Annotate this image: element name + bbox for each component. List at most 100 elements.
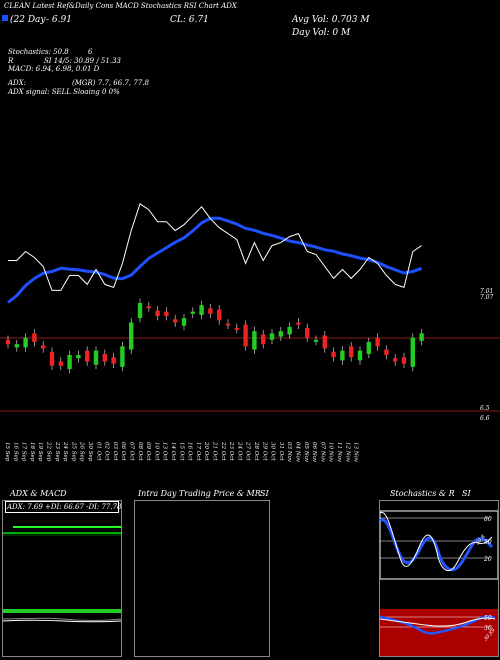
- candle-body: [357, 350, 363, 361]
- moving-average-line: [7, 216, 423, 304]
- date-label: 07 Nov: [319, 442, 325, 463]
- candle-body: [23, 337, 28, 348]
- header-ltp: - 6.91: [46, 15, 72, 25]
- rsi-level-50: 50: [484, 615, 492, 622]
- candle-body: [296, 322, 301, 325]
- candle-body: [102, 353, 107, 362]
- date-label: 16 Sep: [12, 442, 18, 462]
- date-label: 29 Oct: [261, 441, 267, 461]
- date-label: 13 Oct: [162, 442, 168, 461]
- date-label: 15 Oct: [178, 442, 184, 461]
- main-price-chart: [0, 203, 500, 412]
- header-day-vol: Day Vol: 0 M: [292, 28, 351, 38]
- price-label-2: 7.07: [480, 294, 494, 301]
- candle-body: [269, 333, 275, 340]
- candle-body: [287, 326, 292, 335]
- header-stochastics: Stochastics: 50.8: [8, 48, 69, 56]
- candle-body: [85, 350, 90, 362]
- candle-body: [243, 324, 248, 347]
- adx-macd-panel: ADX: 7.69 +DI: 66.67 -DI: 77.78: [2, 500, 122, 657]
- macd-signal-line: [3, 619, 121, 623]
- candle-body: [181, 318, 187, 326]
- candle-body: [5, 339, 11, 345]
- date-label: 20 Oct: [203, 441, 209, 461]
- date-label: 24 Sep: [62, 441, 68, 462]
- date-label: 10 Oct: [153, 442, 159, 461]
- candle-body: [375, 337, 380, 347]
- date-label: 06 Nov: [311, 442, 317, 463]
- candle-body: [331, 351, 336, 358]
- candle-body: [173, 319, 178, 323]
- candle-body: [208, 308, 213, 314]
- date-label: 08 Oct: [137, 442, 143, 461]
- blue-marker-icon: [2, 15, 8, 21]
- date-label: 11 Nov: [336, 442, 342, 463]
- candle-body: [393, 358, 398, 362]
- date-label: 21 Oct: [212, 441, 218, 461]
- candle-body: [137, 303, 143, 319]
- candle-body: [401, 357, 407, 364]
- date-label: 03 Nov: [286, 442, 292, 463]
- intraday-panel: [134, 500, 270, 657]
- date-label: 16 Oct: [187, 442, 193, 461]
- date-label: 25 Sep: [70, 441, 76, 462]
- candle-body: [410, 337, 415, 367]
- price-label-top: 7.01: [480, 288, 494, 295]
- date-label: 19 Sep: [37, 442, 43, 462]
- candle-body: [49, 351, 55, 366]
- date-label: 22 Sep: [46, 441, 52, 462]
- date-label: 23 Oct: [228, 441, 234, 461]
- close-price-line: [8, 203, 422, 291]
- date-label: 17 Oct: [195, 442, 201, 461]
- candle-body: [261, 334, 266, 345]
- stoch-level-20: 20: [483, 556, 492, 563]
- header-macd: MACD: 6.94, 6.98, 0.01 D: [8, 65, 100, 73]
- date-label: 02 Oct: [104, 442, 110, 461]
- candle-body: [322, 335, 327, 349]
- date-label: 04 Nov: [295, 442, 301, 463]
- date-label: 30 Sep: [87, 442, 93, 462]
- date-label: 30 Oct: [270, 442, 276, 461]
- intraday-title-suffix: SI: [260, 489, 269, 498]
- date-label: 01 Oct: [95, 442, 101, 461]
- candle-body: [217, 309, 222, 321]
- stoch-rsi-title: Stochastics & R: [390, 489, 455, 498]
- stoch-level-50: 50: [484, 539, 492, 546]
- date-label: 15 Sep: [4, 442, 10, 462]
- date-label: 13 Nov: [353, 442, 359, 463]
- candle-body: [93, 350, 99, 365]
- candle-body: [58, 361, 63, 366]
- date-label: 03 Oct: [112, 442, 118, 461]
- rsi-line: [380, 615, 496, 635]
- date-label: 18 Sep: [29, 442, 35, 462]
- candle-body: [67, 355, 72, 370]
- date-label: 06 Oct: [120, 442, 126, 461]
- date-axis: 15 Sep 16 Sep 17 Sep 18 Sep 19 Sep 22 Sep 23 S…: [4, 441, 359, 463]
- candle-body: [32, 333, 37, 342]
- date-label: 28 Oct: [253, 441, 259, 461]
- date-label: 26 Sep: [79, 441, 85, 462]
- candle-body: [252, 331, 257, 350]
- candle-body: [164, 311, 169, 316]
- date-label: 27 Oct: [245, 441, 251, 461]
- header-close: CL: 6.71: [170, 15, 209, 25]
- date-label: 07 Oct: [129, 442, 135, 461]
- candle-body: [349, 346, 354, 358]
- candle-body: [340, 350, 345, 361]
- header-date: (22 Day: [10, 15, 46, 25]
- header-top-line: CLEAN Latest Ref&Daily Cons MACD Stochas…: [4, 2, 237, 10]
- candle-body: [155, 310, 160, 316]
- candle-body: [129, 322, 134, 350]
- date-label: 17 Sep: [21, 442, 27, 462]
- intraday-title: Intra Day Trading Price & MR: [138, 489, 261, 498]
- header-stoch-extra: 6: [88, 48, 93, 56]
- macd-line: [3, 617, 121, 621]
- stoch-d-line: [380, 511, 493, 571]
- candle-body: [199, 305, 204, 315]
- candle-body: [76, 355, 81, 359]
- date-label: 10 Nov: [328, 442, 334, 463]
- candle-body: [190, 311, 195, 314]
- candle-body: [14, 344, 19, 348]
- adx-readout: ADX: 7.69 +DI: 66.67 -DI: 77.78: [7, 503, 122, 511]
- adx-macd-title: ADX & MACD: [10, 489, 67, 498]
